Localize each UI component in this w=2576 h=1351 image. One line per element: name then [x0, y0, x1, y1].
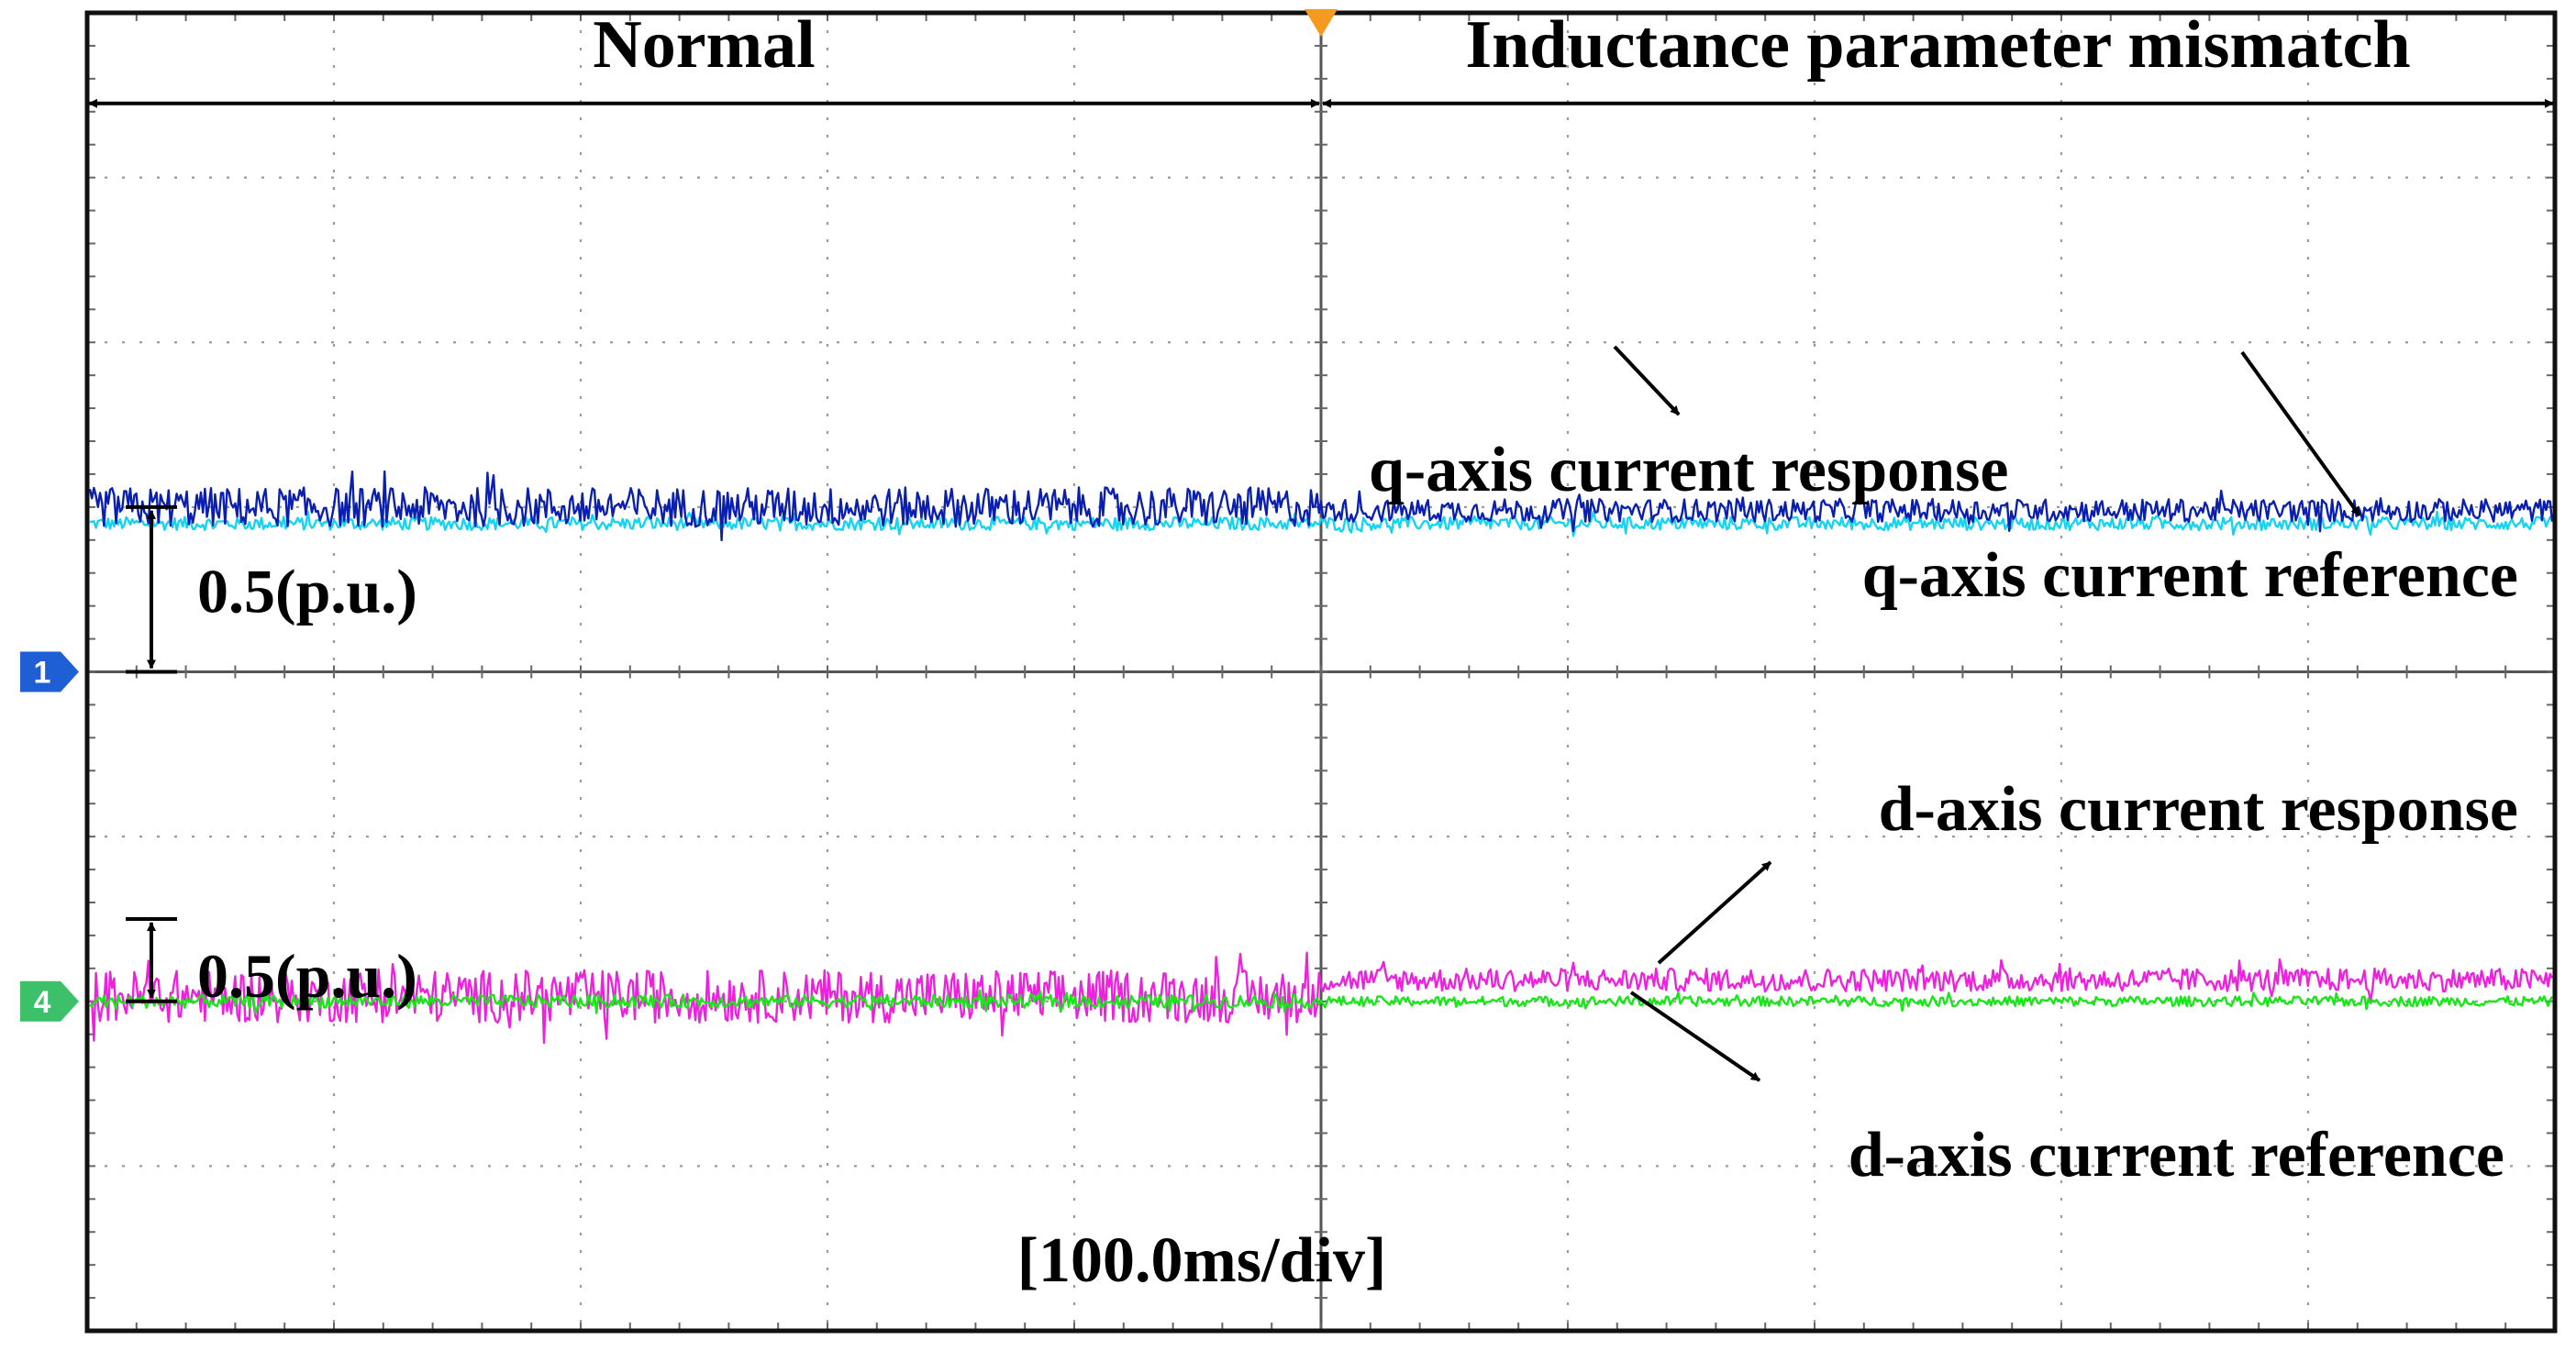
annotation-arrow-2: [1657, 860, 1772, 965]
overlay: [88, 98, 2361, 1082]
region-label-mismatch: Inductance parameter mismatch: [1465, 7, 2410, 83]
channel-marker-1: 1: [20, 651, 79, 692]
annotation-arrow-3: [1629, 991, 1761, 1082]
scale-label-q: 0.5(p.u.): [197, 557, 417, 626]
svg-text:1: 1: [34, 656, 51, 691]
annotation-d-reference: d-axis current reference: [1849, 1120, 2504, 1190]
annotation-arrow-1: [2240, 350, 2361, 517]
trace-d-axis-current-reference: [89, 989, 2554, 1014]
annotation-arrow-0: [1613, 345, 1681, 416]
trigger-marker: [1305, 9, 1338, 37]
channel-marker-4: 4: [20, 980, 79, 1022]
annotation-d-response: d-axis current response: [1879, 774, 2518, 845]
traces: [88, 470, 2554, 1045]
trace-q-axis-current-reference: [89, 510, 2553, 537]
region-label-normal: Normal: [593, 7, 816, 83]
annotation-q-response: q-axis current response: [1369, 435, 2008, 505]
annotation-q-reference: q-axis current reference: [1862, 540, 2518, 611]
trace-q-axis-current-response: [88, 470, 2554, 542]
svg-text:4: 4: [34, 985, 51, 1020]
timebase-label: [100.0ms/div]: [1017, 1225, 1387, 1296]
scale-label-d: 0.5(p.u.): [197, 941, 417, 1011]
